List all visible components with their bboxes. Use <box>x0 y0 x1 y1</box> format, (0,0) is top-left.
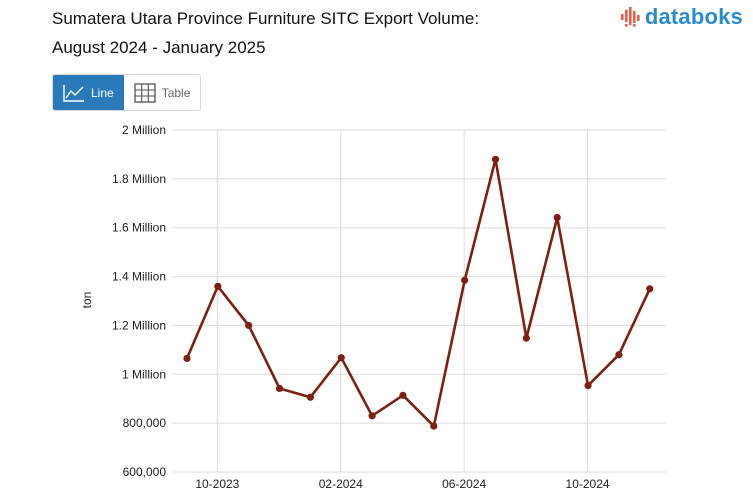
data-point <box>615 351 623 359</box>
chart-series <box>183 155 654 430</box>
data-point <box>553 213 561 222</box>
data-point <box>461 276 469 284</box>
chart-title-line-2: August 2024 - January 2025 <box>52 38 266 57</box>
y-axis-label: ton <box>80 292 94 309</box>
table-view-button[interactable]: Table <box>124 75 201 110</box>
y-tick-label: 1.2 Million <box>112 318 166 332</box>
data-point <box>337 354 345 362</box>
x-tick-label: 02-2024 <box>319 477 363 491</box>
data-point <box>491 155 500 163</box>
y-tick-label: 800,000 <box>123 416 167 430</box>
data-point <box>245 321 253 330</box>
line-chart-icon <box>63 84 84 102</box>
y-axis-ticks: 600,000 800,000 1 Million 1.2 Million 1.4 Mi… <box>112 123 166 479</box>
y-tick-label: 600,000 <box>123 465 167 479</box>
y-tick-label: 1.8 Million <box>112 172 166 186</box>
chart-title-line-1: Sumatera Utara Province Furniture SITC E… <box>52 9 480 28</box>
y-tick-label: 1.6 Million <box>112 221 166 235</box>
data-point <box>306 393 314 401</box>
y-tick-label: 2 Million <box>122 123 166 137</box>
x-tick-label: 10-2023 <box>195 477 239 491</box>
y-tick-label: 1 Million <box>122 367 166 381</box>
table-view-label: Table <box>161 85 191 100</box>
data-point <box>275 384 284 393</box>
line-view-label: Line <box>91 85 114 100</box>
view-toggle: Line Table <box>52 74 202 111</box>
data-point <box>368 412 376 420</box>
y-tick-label: 1.4 Million <box>112 270 166 284</box>
line-view-button[interactable]: Line <box>53 75 124 110</box>
databoks-logo-icon <box>620 7 640 27</box>
x-axis-ticks: 10-2023 02-2024 06-2024 10-2024 <box>195 477 610 491</box>
data-point <box>646 285 654 293</box>
data-point <box>522 334 530 342</box>
table-grid-icon <box>134 82 156 103</box>
series-line <box>185 158 651 428</box>
data-point <box>183 354 191 363</box>
data-point <box>430 422 438 430</box>
databoks-logo[interactable]: databoks <box>620 4 743 30</box>
data-point <box>214 282 222 290</box>
data-point <box>584 381 592 390</box>
chart-grid <box>172 129 666 473</box>
data-point <box>399 391 407 399</box>
chart-title: Sumatera Utara Province Furniture SITC E… <box>52 4 479 62</box>
databoks-logo-text: databoks <box>644 4 743 29</box>
x-tick-label: 06-2024 <box>442 477 486 491</box>
x-tick-label: 10-2024 <box>566 477 610 491</box>
